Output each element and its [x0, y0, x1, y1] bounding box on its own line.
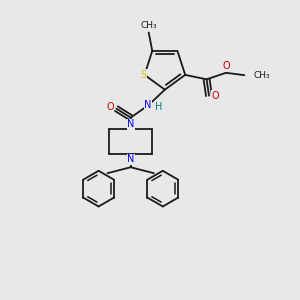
Text: CH₃: CH₃ [140, 22, 157, 31]
Text: CH₃: CH₃ [254, 71, 271, 80]
Text: N: N [127, 119, 134, 129]
Text: N: N [127, 154, 134, 164]
Text: N: N [144, 100, 152, 110]
Text: S: S [141, 70, 147, 80]
Text: O: O [222, 61, 230, 71]
Text: O: O [212, 91, 219, 101]
Text: O: O [106, 102, 114, 112]
Text: H: H [155, 103, 163, 112]
